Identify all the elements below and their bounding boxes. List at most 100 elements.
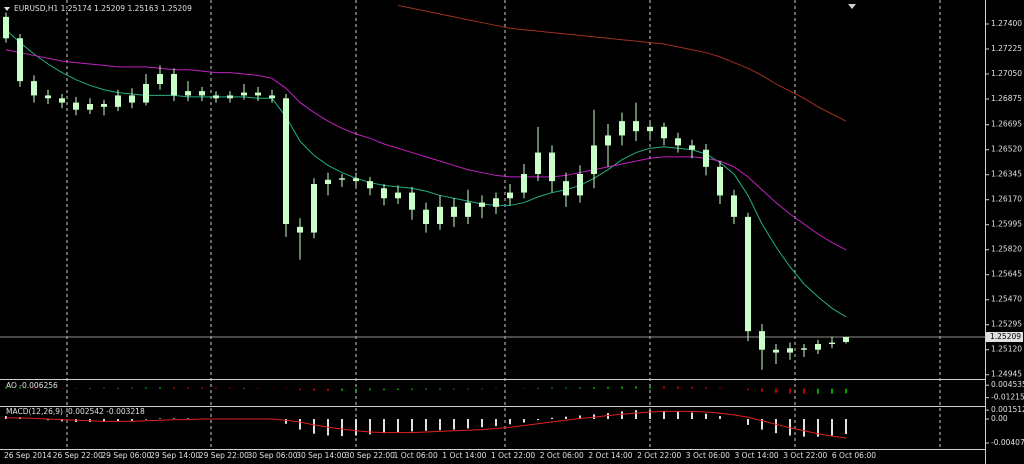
x-tick-label: 3 Oct 06:00: [686, 451, 730, 460]
candle-body: [521, 174, 527, 193]
y-tick-label: 1.25295: [991, 320, 1022, 329]
candle-body: [773, 349, 779, 353]
candle-body: [73, 102, 79, 110]
x-tick-label: 30 Sep 14:00: [296, 451, 346, 460]
x-tick-label: 2 Oct 14:00: [588, 451, 632, 460]
candle-body: [241, 92, 247, 96]
candle-body: [717, 166, 723, 196]
candle-body: [185, 91, 191, 96]
candle-body: [17, 38, 23, 82]
y-tick-label: 0.001512: [991, 405, 1024, 414]
x-tick-label: 1 Oct 22:00: [491, 451, 535, 460]
candle-body: [199, 91, 205, 96]
candle-body: [619, 121, 625, 136]
macd-title: MACD(12,26,9) -0.002542 -0.003218: [6, 407, 145, 416]
y-tick-label: 1.26345: [991, 170, 1022, 179]
y-tick-label: 1.24945: [991, 370, 1022, 379]
x-tick-label: 26 Sep 22:00: [53, 451, 103, 460]
y-tick-label: 1.27225: [991, 44, 1022, 53]
candle-body: [633, 121, 639, 132]
menu-marker: [4, 7, 10, 11]
x-tick-label: 1 Oct 14:00: [442, 451, 486, 460]
y-tick-label: 1.25995: [991, 220, 1022, 229]
x-tick-label: 30 Sep 22:00: [345, 451, 395, 460]
candle-body: [353, 178, 359, 182]
candle-body: [563, 181, 569, 196]
candle-body: [787, 348, 793, 353]
moving-average: [397, 4, 847, 122]
candle-body: [451, 206, 457, 217]
y-tick-label: 0.00: [991, 414, 1008, 423]
candle-body: [423, 209, 429, 224]
candle-body: [297, 226, 303, 233]
candle-body: [843, 337, 849, 342]
candle-body: [87, 104, 93, 110]
candle-body: [115, 95, 121, 107]
candle-body: [31, 81, 37, 96]
candle-body: [731, 195, 737, 217]
candle-body: [143, 84, 149, 103]
candle-body: [577, 174, 583, 196]
candle-body: [661, 126, 667, 139]
candle-body: [367, 181, 373, 189]
y-tick-label: 1.25820: [991, 245, 1022, 254]
candle-body: [339, 178, 345, 180]
candle-body: [157, 74, 163, 84]
y-tick-label: 0.004535: [991, 380, 1024, 389]
candle-body: [325, 179, 331, 184]
candle-body: [745, 216, 751, 332]
x-tick-label: 29 Sep 06:00: [101, 451, 151, 460]
candle-body: [255, 92, 261, 96]
candle-body: [535, 152, 541, 174]
candle-body: [647, 126, 653, 132]
candle-body: [171, 74, 177, 96]
candle-body: [129, 95, 135, 103]
price-tag-label: 1.25209: [990, 332, 1021, 341]
x-tick-label: 6 Oct 06:00: [832, 451, 876, 460]
candle-body: [605, 135, 611, 146]
y-tick-label: -0.004071: [991, 438, 1024, 447]
x-tick-label: 30 Sep 06:00: [248, 451, 298, 460]
y-tick-label: 1.25120: [991, 345, 1022, 354]
x-tick-label: 29 Sep 22:00: [199, 451, 249, 460]
y-tick-label: 1.27050: [991, 69, 1022, 78]
candle-body: [409, 192, 415, 210]
scroll-marker: [848, 4, 856, 9]
candle-body: [59, 98, 65, 103]
x-tick-label: 2 Oct 06:00: [540, 451, 584, 460]
y-tick-label: 1.25645: [991, 270, 1022, 279]
candle-body: [549, 152, 555, 182]
y-tick-label: 1.25470: [991, 295, 1022, 304]
candle-body: [507, 192, 513, 199]
chart-title: EURUSD,H1 1.25174 1.25209 1.25163 1.2520…: [14, 4, 192, 13]
candle-body: [269, 95, 275, 99]
candle-body: [801, 348, 807, 350]
x-tick-label: 29 Sep 14:00: [150, 451, 200, 460]
candle-body: [227, 95, 233, 99]
candle-body: [591, 145, 597, 174]
y-tick-label: 1.27400: [991, 19, 1022, 28]
layout: [66, 0, 941, 449]
y-tick-label: 1.26875: [991, 94, 1022, 103]
candle-body: [437, 206, 443, 224]
y-tick-label: 1.26520: [991, 145, 1022, 154]
candle-body: [381, 188, 387, 199]
y-tick-label: 1.26695: [991, 120, 1022, 129]
candle-body: [3, 16, 9, 39]
x-tick-label: 3 Oct 14:00: [735, 451, 779, 460]
candle-body: [395, 192, 401, 199]
x-tick-label: 26 Sep 2014: [4, 451, 52, 460]
candle-body: [689, 145, 695, 150]
candle-body: [703, 149, 709, 167]
frame: [0, 0, 986, 464]
candle-body: [759, 331, 765, 350]
candle-body: [675, 138, 681, 146]
price-tag: [986, 332, 1023, 342]
candle-body: [465, 202, 471, 217]
candle-body: [101, 104, 107, 107]
ao-title: AO -0.006256: [6, 381, 58, 390]
x-tick-label: 2 Oct 22:00: [637, 451, 681, 460]
candle-body: [829, 342, 835, 344]
signal-line: [6, 410, 847, 439]
